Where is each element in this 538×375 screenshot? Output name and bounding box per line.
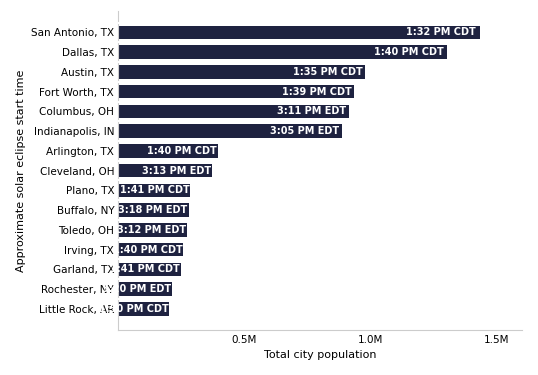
Bar <box>118 144 218 158</box>
Text: 3:18 PM EDT: 3:18 PM EDT <box>118 205 188 215</box>
Text: 3:20 PM EDT: 3:20 PM EDT <box>102 284 171 294</box>
Bar <box>118 262 181 276</box>
Bar <box>118 164 213 177</box>
Text: 1:41 PM CDT: 1:41 PM CDT <box>120 185 189 195</box>
Bar <box>118 45 447 59</box>
Text: 1:41 PM CDT: 1:41 PM CDT <box>110 264 180 274</box>
Text: 1:40 PM CDT: 1:40 PM CDT <box>373 47 443 57</box>
Text: 1:35 PM CDT: 1:35 PM CDT <box>293 67 362 77</box>
Bar <box>118 243 183 256</box>
Bar <box>118 282 172 296</box>
Text: 1:39 PM CDT: 1:39 PM CDT <box>282 87 351 97</box>
Text: 3:12 PM EDT: 3:12 PM EDT <box>117 225 186 235</box>
Bar <box>118 26 480 39</box>
Y-axis label: Approximate solar eclipse start time: Approximate solar eclipse start time <box>16 69 25 272</box>
Text: 1:50 PM CDT: 1:50 PM CDT <box>99 304 169 314</box>
Text: 1:32 PM CDT: 1:32 PM CDT <box>406 27 476 38</box>
Bar <box>118 105 349 118</box>
Bar <box>118 203 188 217</box>
Bar <box>118 65 365 79</box>
Bar <box>118 302 169 315</box>
Text: 1:40 PM CDT: 1:40 PM CDT <box>147 146 217 156</box>
Text: 3:11 PM EDT: 3:11 PM EDT <box>277 106 346 116</box>
Bar <box>118 184 190 197</box>
Bar <box>118 124 342 138</box>
X-axis label: Total city population: Total city population <box>264 350 377 360</box>
Bar <box>118 85 355 98</box>
Text: 3:05 PM EDT: 3:05 PM EDT <box>271 126 339 136</box>
Text: 3:13 PM EDT: 3:13 PM EDT <box>142 166 211 176</box>
Bar <box>118 223 187 237</box>
Text: 1:40 PM CDT: 1:40 PM CDT <box>112 244 182 255</box>
